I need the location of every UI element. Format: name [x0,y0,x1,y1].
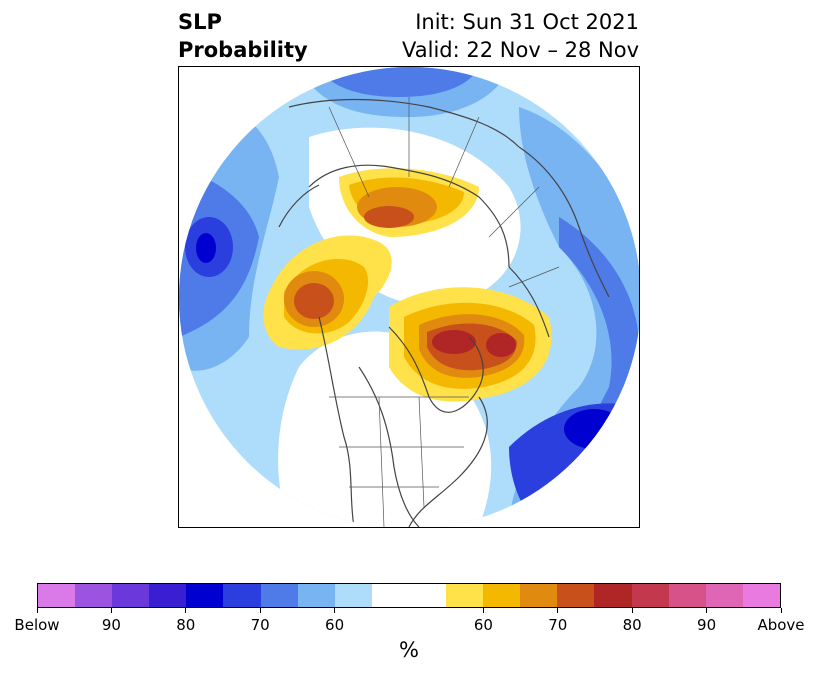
colorbar-tick [334,608,336,613]
valid-period: Valid: 22 Nov – 28 Nov [402,38,639,62]
colorbar-segment [446,584,484,607]
colorbar-tick [706,608,708,613]
colorbar-tick [482,608,484,613]
colorbar-segment [520,584,558,607]
colorbar-tick-label: Below [14,616,60,634]
above-80-zone-canada-east [486,333,516,357]
colorbar-tick-label: 80 [176,616,196,634]
colorbar-segment [223,584,261,607]
colorbar-tick [631,608,633,613]
colorbar-unit: % [399,638,419,662]
colorbar-segment [297,584,335,607]
colorbar-tick-label: 60 [325,616,345,634]
colorbar-tick-label: 70 [548,616,568,634]
below-60-zone-north [319,67,479,97]
colorbar-segment [594,584,632,607]
colorbar-segment [371,584,409,607]
colorbar-segment [705,584,743,607]
colorbar-segment [112,584,150,607]
colorbar-segment [668,584,706,607]
colorbar-segment [631,584,669,607]
colorbar [37,583,781,608]
colorbar-tick [780,608,782,613]
colorbar-segment [334,584,372,607]
colorbar-segment [75,584,113,607]
colorbar-segment [742,584,780,607]
colorbar-segment [557,584,595,607]
colorbar-tick-label: 90 [101,616,121,634]
colorbar-segment [149,584,187,607]
colorbar-segment [408,584,447,607]
colorbar-tick [259,608,261,613]
map-dates: Init: Sun 31 Oct 2021 Valid: 22 Nov – 28… [402,8,639,64]
colorbar-tick-label: 90 [697,616,717,634]
colorbar-tick-label: 60 [473,616,493,634]
colorbar-tick [36,608,38,613]
below-80-zone-west [196,233,216,263]
colorbar-segment [186,584,224,607]
colorbar-segment [38,584,76,607]
map-canvas [179,67,639,527]
colorbar-tick [185,608,187,613]
init-date: Init: Sun 31 Oct 2021 [415,10,639,34]
below-80-zone-east [564,409,624,449]
title-metric: Probability [178,38,308,62]
colorbar-tick [110,608,112,613]
colorbar-tick-label: 80 [622,616,642,634]
colorbar-tick-label: 70 [250,616,270,634]
probability-map [178,66,640,528]
above-80-zone-canada-west [432,330,476,354]
colorbar-segment [483,584,521,607]
above-70-zone-pacific [294,283,334,319]
map-title: SLP Probability [178,8,308,64]
above-70-zone-siberia [364,206,414,228]
borders [328,97,560,527]
colorbar-tick-label: Above [757,616,805,634]
colorbar-tick [557,608,559,613]
colorbar-segment [260,584,298,607]
title-variable: SLP [178,10,222,34]
